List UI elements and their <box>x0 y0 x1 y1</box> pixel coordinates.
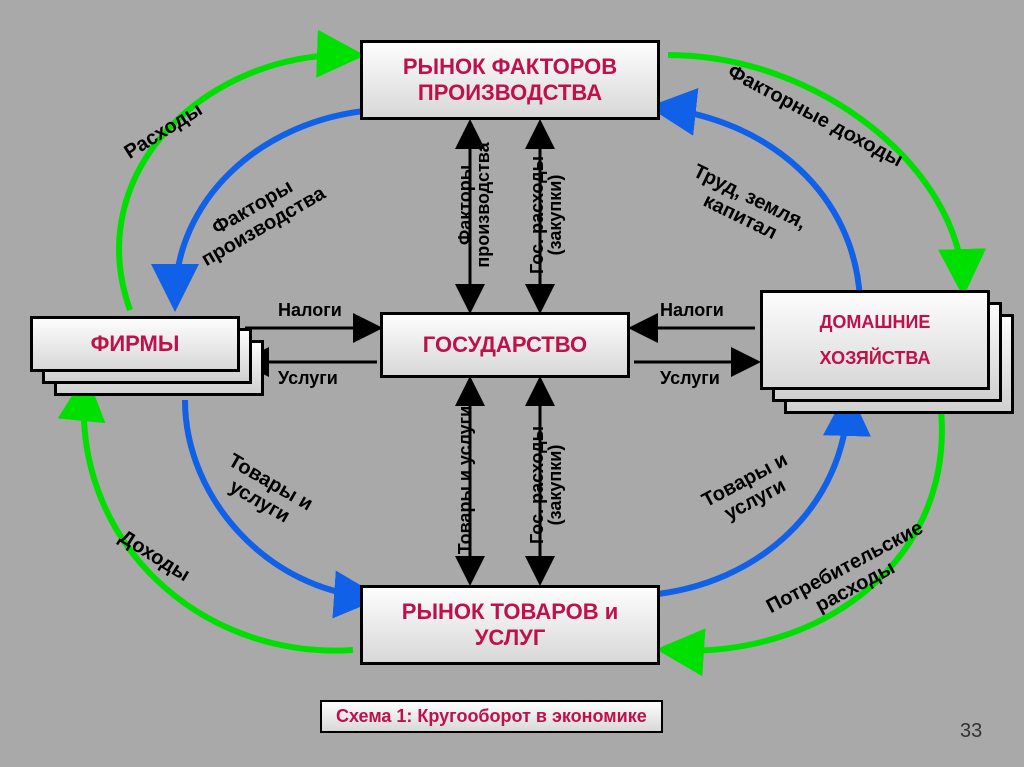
label-v-bot-l: Товары и услуги <box>456 400 474 560</box>
caption-text: Схема 1: Кругооборот в экономике <box>336 706 647 726</box>
node-bottom-label: РЫНОК ТОВАРОВ и УСЛУГ <box>367 599 653 651</box>
label-h-top-r: Налоги <box>660 300 724 321</box>
node-top-market: РЫНОК ФАКТОРОВ ПРОИЗВОДСТВА <box>360 40 660 120</box>
node-state: ГОСУДАРСТВО <box>380 312 630 378</box>
label-v-bot-r: Гос. расходы (закупки) <box>528 400 564 570</box>
diagram-caption: Схема 1: Кругооборот в экономике <box>320 700 663 733</box>
node-state-label: ГОСУДАРСТВО <box>423 332 587 358</box>
label-h-bot-r: Услуги <box>660 368 720 389</box>
label-v-top-l: Факторы производства <box>456 125 492 285</box>
diagram-stage: { "type": "flowchart", "dimensions": {"w… <box>0 0 1024 767</box>
label-v-top-r: Гос. расходы (закупки) <box>528 130 564 300</box>
node-households-label: ДОМАШНИЕ ХОЗЯЙСТВА <box>767 304 983 376</box>
label-h-top-l: Налоги <box>278 300 342 321</box>
node-firms-label: ФИРМЫ <box>91 331 180 357</box>
node-households: ДОМАШНИЕ ХОЗЯЙСТВА <box>760 290 990 390</box>
page-number: 33 <box>960 720 982 743</box>
label-h-bot-l: Услуги <box>278 368 338 389</box>
node-top-label: РЫНОК ФАКТОРОВ ПРОИЗВОДСТВА <box>367 54 653 106</box>
node-bottom-market: РЫНОК ТОВАРОВ и УСЛУГ <box>360 585 660 665</box>
node-firms: ФИРМЫ <box>30 316 240 372</box>
